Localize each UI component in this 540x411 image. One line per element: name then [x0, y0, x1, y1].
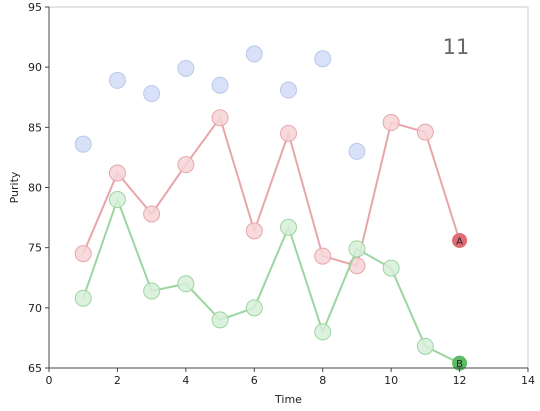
y-tick-label: 75: [28, 242, 42, 255]
line-series-b: B: [74, 191, 468, 371]
scatter-point: [348, 142, 366, 160]
x-tick-label: 10: [384, 374, 398, 387]
axes: 0 2 4 6 8 10 12 14 65 70 75 80 85 90 95: [28, 1, 535, 387]
y-tick-label: 65: [28, 362, 42, 375]
series-point: [211, 109, 229, 127]
line-series-a: A: [74, 109, 468, 275]
series-point: [416, 337, 434, 355]
series-point: [382, 259, 400, 277]
series-end-point: [452, 232, 468, 248]
scatter-series: [74, 45, 366, 160]
series-point: [382, 114, 400, 132]
y-tick-label: 70: [28, 302, 42, 315]
series-point: [314, 323, 332, 341]
plot-area: [48, 6, 529, 369]
line-series-group: AB: [74, 109, 468, 371]
x-tick-label: 0: [46, 374, 53, 387]
scatter-point: [280, 81, 297, 99]
series-point: [245, 222, 263, 240]
scatter-point: [74, 135, 92, 153]
y-axis-title: Purity: [8, 171, 21, 203]
series-end-label: B: [456, 359, 463, 370]
x-tick-label: 14: [521, 374, 535, 387]
series-point: [143, 282, 161, 300]
series-point: [245, 299, 263, 317]
series-point: [143, 205, 161, 223]
y-tick-label: 80: [28, 182, 42, 195]
series-line: [82, 196, 461, 365]
scatter-point: [108, 71, 126, 89]
y-tick-label: 90: [28, 61, 42, 74]
scatter-point: [177, 59, 195, 77]
x-tick-label: 8: [319, 374, 326, 387]
scatter-point: [211, 76, 229, 94]
y-tick-label: 85: [28, 121, 42, 134]
series-point: [177, 156, 195, 174]
scatter-point: [143, 85, 161, 103]
x-tick-label: 6: [251, 374, 258, 387]
series-point: [177, 275, 195, 293]
x-tick-label: 2: [114, 374, 121, 387]
series-point: [211, 311, 229, 329]
x-tick-label: 4: [182, 374, 189, 387]
chart-annotation-number: 11: [443, 35, 470, 59]
series-point: [416, 123, 434, 141]
x-axis-title: Time: [274, 393, 302, 406]
series-point: [348, 240, 366, 258]
series-point: [108, 191, 126, 209]
series-point: [280, 218, 297, 236]
series-point: [314, 247, 332, 265]
series-point: [74, 289, 92, 307]
y-tick-label: 95: [28, 1, 42, 14]
series-point: [108, 164, 126, 182]
x-tick-label: 12: [453, 374, 467, 387]
series-point: [74, 245, 92, 263]
scatter-point: [314, 50, 332, 68]
scatter-point: [245, 45, 263, 63]
series-point: [280, 124, 297, 142]
series-end-label: A: [456, 236, 463, 247]
